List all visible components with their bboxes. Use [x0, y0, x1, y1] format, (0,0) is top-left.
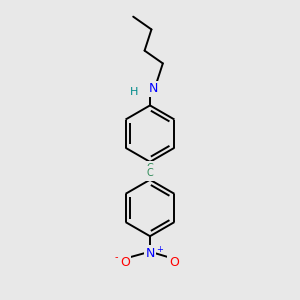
Text: H: H — [130, 86, 138, 97]
Text: N: N — [148, 82, 158, 95]
Text: O: O — [169, 256, 179, 268]
Text: +: + — [157, 245, 164, 254]
Text: -: - — [115, 253, 118, 262]
Text: O: O — [120, 256, 130, 268]
Text: C: C — [147, 169, 153, 178]
Text: C: C — [147, 163, 153, 173]
Text: N: N — [145, 247, 155, 260]
